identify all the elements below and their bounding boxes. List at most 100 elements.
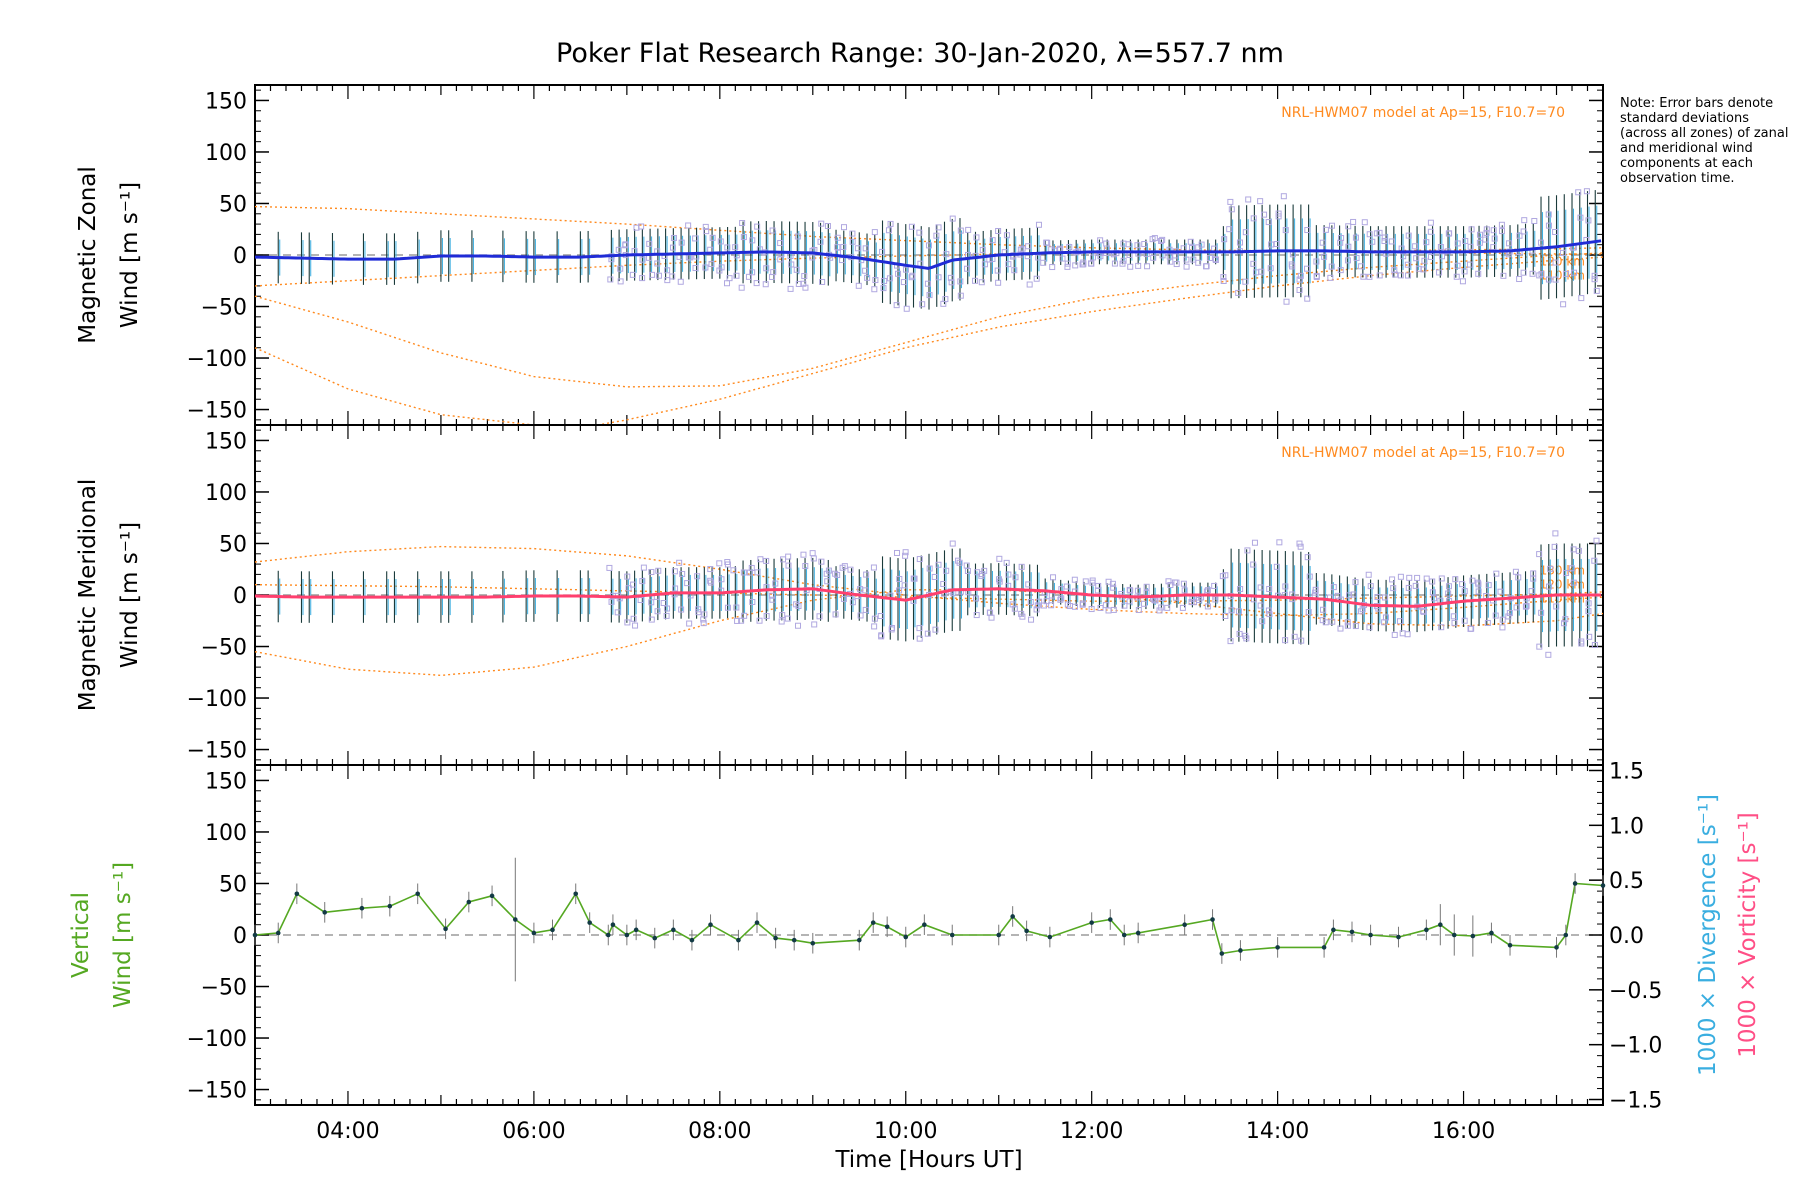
zone-marker bbox=[1420, 266, 1427, 273]
y-tick-label: 100 bbox=[205, 481, 247, 506]
zone-marker bbox=[1164, 604, 1171, 611]
vertical-wind-point bbox=[1572, 881, 1578, 886]
x-tick-label: 08:00 bbox=[688, 1119, 751, 1144]
zone-marker bbox=[1338, 235, 1345, 242]
zone-marker bbox=[1561, 620, 1568, 627]
zone-marker bbox=[1427, 219, 1434, 226]
right-y-tick-label: 1.0 bbox=[1609, 814, 1644, 839]
zone-marker bbox=[1490, 244, 1497, 251]
zone-marker bbox=[1080, 600, 1087, 607]
zone-marker bbox=[956, 559, 963, 566]
zone-marker bbox=[1183, 263, 1190, 270]
zone-marker bbox=[1275, 210, 1282, 217]
zone-marker bbox=[1404, 261, 1411, 268]
zone-marker bbox=[802, 563, 809, 570]
zone-marker bbox=[1187, 238, 1194, 245]
y-tick-label: 0 bbox=[233, 924, 247, 949]
zone-marker bbox=[973, 595, 980, 602]
zone-marker bbox=[1244, 547, 1251, 554]
zone-marker bbox=[994, 267, 1001, 274]
right-y-tick-label: 0.0 bbox=[1609, 924, 1644, 949]
zone-marker bbox=[916, 635, 923, 642]
zone-marker bbox=[901, 582, 908, 589]
vertical-wind-point bbox=[587, 920, 592, 925]
zone-marker bbox=[1003, 559, 1010, 566]
zone-marker bbox=[1312, 586, 1319, 593]
vertical-wind-point bbox=[610, 922, 616, 927]
zone-marker bbox=[1515, 574, 1522, 581]
altitude-label: 120 km bbox=[1540, 254, 1585, 268]
zone-marker bbox=[1559, 249, 1566, 256]
zone-marker bbox=[1445, 230, 1452, 237]
vertical-wind-point bbox=[791, 937, 797, 943]
x-tick-label: 14:00 bbox=[1246, 1119, 1309, 1144]
zone-marker bbox=[1529, 270, 1536, 277]
zone-marker bbox=[757, 556, 764, 563]
zone-marker bbox=[769, 273, 776, 280]
zone-marker bbox=[1242, 278, 1249, 285]
zone-marker bbox=[749, 599, 756, 606]
zone-marker bbox=[879, 248, 886, 255]
zone-marker bbox=[924, 280, 931, 287]
vertical-wind-point bbox=[1396, 934, 1401, 940]
zone-marker bbox=[692, 235, 699, 242]
vertical-wind-point bbox=[1219, 951, 1225, 956]
zone-marker bbox=[718, 576, 725, 583]
zone-marker bbox=[648, 599, 655, 606]
zone-marker bbox=[1414, 574, 1421, 581]
zone-marker bbox=[916, 229, 923, 236]
zone-marker bbox=[1591, 276, 1598, 283]
y-tick-label: 50 bbox=[219, 532, 247, 557]
zone-marker bbox=[986, 609, 993, 616]
vertical-wind-point bbox=[996, 932, 1002, 938]
zone-marker bbox=[931, 573, 938, 580]
zone-marker bbox=[1126, 586, 1133, 593]
zone-marker bbox=[1235, 289, 1242, 296]
zone-marker bbox=[1399, 630, 1406, 637]
zone-marker bbox=[940, 580, 947, 587]
zone-marker bbox=[1476, 239, 1483, 246]
vertical-wind-point bbox=[1438, 922, 1443, 927]
zone-marker bbox=[1040, 259, 1047, 266]
zone-marker bbox=[981, 261, 988, 268]
zone-marker bbox=[1593, 287, 1600, 294]
zone-marker bbox=[824, 223, 831, 230]
zone-marker bbox=[787, 285, 794, 292]
zone-marker bbox=[1523, 602, 1530, 609]
zone-marker bbox=[1282, 637, 1289, 644]
zone-marker bbox=[608, 598, 615, 605]
zone-marker bbox=[1103, 240, 1110, 247]
zone-marker bbox=[1506, 610, 1513, 617]
zone-marker bbox=[1071, 603, 1078, 610]
zone-marker bbox=[1513, 604, 1520, 611]
zone-marker bbox=[692, 265, 699, 272]
zone-marker bbox=[733, 272, 740, 279]
zone-marker bbox=[734, 617, 741, 624]
zone-marker bbox=[1328, 263, 1335, 270]
zone-marker bbox=[1536, 272, 1543, 279]
zone-marker bbox=[1088, 260, 1095, 267]
zone-marker bbox=[916, 625, 923, 632]
vertical-wind-point bbox=[884, 924, 890, 930]
zone-marker bbox=[1552, 530, 1559, 537]
zone-marker bbox=[1490, 227, 1497, 234]
zone-marker bbox=[1437, 244, 1444, 251]
zone-marker bbox=[709, 234, 716, 241]
zone-marker bbox=[1397, 272, 1404, 279]
zone-marker bbox=[625, 585, 632, 592]
zone-marker bbox=[1361, 219, 1368, 226]
zone-marker bbox=[1268, 241, 1275, 248]
zone-marker bbox=[1344, 619, 1351, 626]
zone-marker bbox=[1305, 609, 1312, 616]
zone-marker bbox=[1019, 613, 1026, 620]
zone-marker bbox=[749, 237, 756, 244]
zone-marker bbox=[818, 558, 825, 565]
zone-marker bbox=[1159, 236, 1166, 243]
zone-marker bbox=[1025, 243, 1032, 250]
zone-marker bbox=[1143, 583, 1150, 590]
zone-marker bbox=[1405, 232, 1412, 239]
zone-marker bbox=[823, 570, 830, 577]
zone-marker bbox=[862, 245, 869, 252]
zone-marker bbox=[887, 220, 894, 227]
